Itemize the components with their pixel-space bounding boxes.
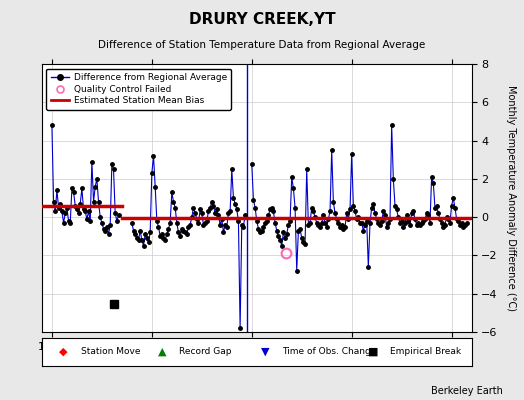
Y-axis label: Monthly Temperature Anomaly Difference (°C): Monthly Temperature Anomaly Difference (… (506, 85, 516, 311)
Text: ◆: ◆ (59, 347, 68, 357)
Text: Empirical Break: Empirical Break (390, 348, 461, 356)
Text: DRURY CREEK,YT: DRURY CREEK,YT (189, 12, 335, 27)
Text: Berkeley Earth: Berkeley Earth (431, 386, 503, 396)
Legend: Difference from Regional Average, Quality Control Failed, Estimated Station Mean: Difference from Regional Average, Qualit… (47, 68, 231, 110)
Text: ■: ■ (367, 347, 378, 357)
Text: ▲: ▲ (158, 347, 167, 357)
Text: Difference of Station Temperature Data from Regional Average: Difference of Station Temperature Data f… (99, 40, 425, 50)
Text: Station Move: Station Move (81, 348, 140, 356)
Text: ▼: ▼ (261, 347, 270, 357)
Text: Record Gap: Record Gap (179, 348, 232, 356)
Text: Time of Obs. Change: Time of Obs. Change (282, 348, 377, 356)
